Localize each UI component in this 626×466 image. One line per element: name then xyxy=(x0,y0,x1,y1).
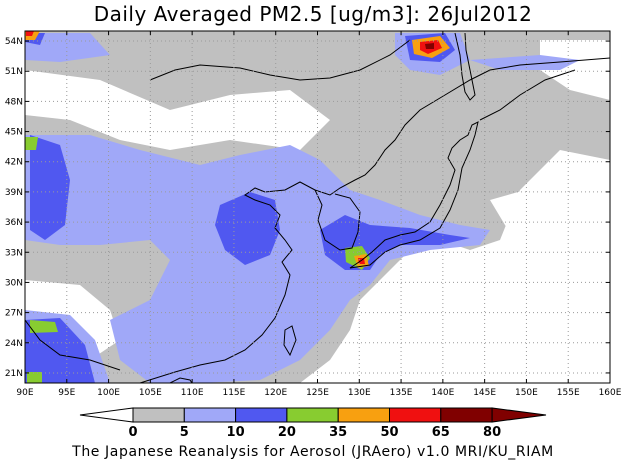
credit-line: The Japanese Reanalysis for Aerosol (JRA… xyxy=(72,444,554,460)
lat-tick-label: 51N xyxy=(5,67,23,77)
colorbar-label: 20 xyxy=(278,425,296,440)
lat-tick-label: 42N xyxy=(5,158,23,168)
lat-tick-label: 27N xyxy=(5,309,23,319)
colorbar-segment xyxy=(132,407,185,423)
coastline-taiwan xyxy=(283,325,297,357)
lon-tick-label: 100E xyxy=(97,388,120,398)
colorbar-segment-below xyxy=(79,407,134,423)
colorbar-label: 65 xyxy=(432,425,450,440)
lon-tick-label: 160E xyxy=(599,388,622,398)
lon-tick-label: 115E xyxy=(222,388,245,398)
lat-tick-label: 21N xyxy=(5,369,23,379)
colorbar xyxy=(79,407,547,423)
border-line xyxy=(149,39,411,81)
lon-tick-label: 135E xyxy=(390,388,413,398)
colorbar-label: 0 xyxy=(128,425,137,440)
colorbar-label: 35 xyxy=(329,425,347,440)
colorbar-segment xyxy=(286,407,339,423)
lon-tick-label: 90E xyxy=(16,388,33,398)
pm25-band-20-35 xyxy=(30,135,70,240)
pm25-band-10-20 xyxy=(25,33,110,62)
pm25-band-65-80 xyxy=(26,31,34,36)
lat-tick-label: 30N xyxy=(5,278,23,288)
coastline-korea xyxy=(314,189,361,251)
map-title: Daily Averaged PM2.5 [ug/m3]: 26Jul2012 xyxy=(93,2,533,26)
colorbar-label: 80 xyxy=(483,425,501,440)
pm25-band-0-5 xyxy=(380,270,610,383)
pm25-band-10-20 xyxy=(470,55,580,70)
lon-tick-label: 145E xyxy=(473,388,496,398)
lat-tick-label: 33N xyxy=(5,248,23,258)
colorbar-segment xyxy=(440,407,493,423)
pm25-band-0-5 xyxy=(490,175,610,250)
pm25-band-35-50 xyxy=(30,320,58,333)
colorbar-label: 50 xyxy=(380,425,398,440)
axis-ticks xyxy=(24,31,611,383)
colorbar-segment xyxy=(337,407,391,423)
lon-tick-label: 125E xyxy=(306,388,329,398)
coastline-kuril xyxy=(479,69,576,121)
coastline-japan xyxy=(349,121,479,269)
lon-tick-label: 155E xyxy=(557,388,580,398)
lon-tick-label: 95E xyxy=(58,388,75,398)
lon-tick-label: 105E xyxy=(139,388,162,398)
colorbar-segment xyxy=(235,407,288,423)
pm25-band-35-50 xyxy=(27,372,42,383)
coastline-sakhalin xyxy=(454,32,476,101)
pm25-band-20-35 xyxy=(215,192,280,265)
lat-tick-label: 54N xyxy=(5,37,23,47)
lon-tick-label: 120E xyxy=(264,388,287,398)
colorbar-label: 10 xyxy=(227,425,245,440)
lat-tick-label: 39N xyxy=(5,188,23,198)
lon-tick-label: 110E xyxy=(181,388,204,398)
longitude-labels: 90E 95E 100E 105E 110E 115E 120E 125E 130E 135E 14… xyxy=(16,388,621,398)
colorbar-segment-above xyxy=(491,407,547,423)
colorbar-label: 5 xyxy=(180,425,189,440)
lat-tick-label: 36N xyxy=(5,218,23,228)
lat-tick-label: 24N xyxy=(5,339,23,349)
pm25-band-20-35 xyxy=(25,318,95,383)
colorbar-segment xyxy=(389,407,442,423)
lon-tick-label: 130E xyxy=(348,388,371,398)
pm25-band-80-plus xyxy=(425,43,434,49)
coastlines xyxy=(25,32,610,383)
lon-tick-label: 150E xyxy=(515,388,538,398)
lat-tick-label: 45N xyxy=(5,128,23,138)
pm25-band-0-5 xyxy=(25,70,330,150)
pm25-band-35-50 xyxy=(25,137,38,150)
border-line xyxy=(25,319,121,371)
coastline-hainan xyxy=(169,377,193,383)
latitude-labels: 21N 24N 27N 30N 33N 36N 39N 42N 45N 48N 51N 54N xyxy=(5,37,23,379)
colorbar-segment xyxy=(183,407,237,423)
gridlines xyxy=(25,31,610,383)
colorbar-labels: 0 5 10 20 35 50 65 80 xyxy=(128,425,501,440)
lat-tick-label: 48N xyxy=(5,97,23,107)
lon-tick-label: 140E xyxy=(431,388,454,398)
